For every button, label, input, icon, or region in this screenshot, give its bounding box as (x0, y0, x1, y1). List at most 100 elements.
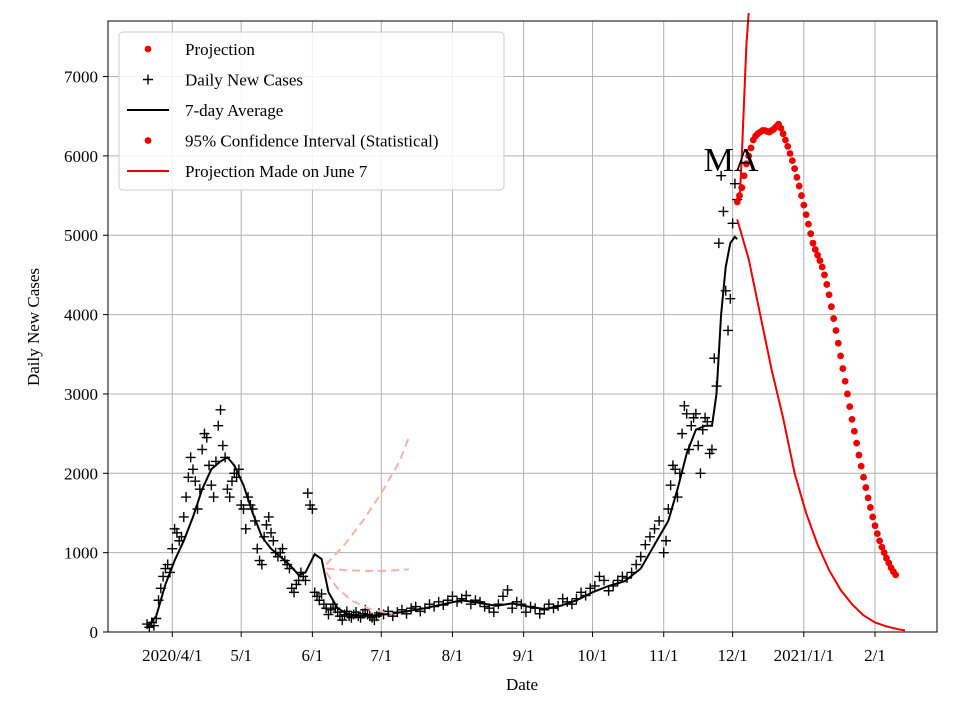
data-point-projection (834, 339, 842, 347)
data-point-case (686, 420, 697, 431)
legend-marker-dot (144, 137, 152, 144)
legend-marker-plus (143, 74, 153, 85)
data-point-case (713, 238, 724, 249)
data-point-projection (841, 377, 849, 385)
data-point-case (585, 583, 596, 594)
series-line (736, 219, 906, 632)
x-tick-label: 11/1 (649, 646, 679, 665)
data-point-case (695, 468, 706, 479)
legend-item: 7-day Average (127, 101, 283, 120)
data-point-projection (782, 136, 789, 144)
legend-box (118, 31, 505, 191)
data-point-case (148, 620, 159, 631)
data-point-projection (880, 549, 888, 557)
data-point-case (197, 444, 208, 455)
data-point-projection (839, 365, 847, 372)
series-group (738, 120, 900, 579)
data-point-case (725, 293, 736, 304)
data-point-projection (800, 201, 808, 209)
confidence-projection-line (326, 567, 409, 572)
data-point-case (461, 590, 472, 601)
data-point-projection (878, 543, 886, 551)
data-point-projection (848, 415, 856, 423)
data-point-projection (805, 220, 812, 228)
data-point-projection (798, 192, 805, 199)
data-point-projection (857, 462, 865, 470)
x-axis-label: Date (506, 675, 538, 694)
data-point-case (268, 535, 279, 546)
data-point-projection (869, 513, 877, 521)
data-point-case (367, 612, 378, 623)
data-point-projection (807, 230, 815, 238)
x-tick-label: 2021/1/1 (774, 646, 834, 665)
x-tick-label: 2/1 (864, 646, 886, 665)
data-point-case (718, 206, 729, 217)
data-point-case (373, 607, 384, 618)
data-point-case (589, 580, 600, 591)
data-point-case (178, 511, 189, 522)
data-point-projection (788, 157, 796, 165)
data-point-case (635, 551, 646, 562)
data-point-projection (823, 281, 831, 288)
data-point-case (224, 492, 235, 503)
confidence-projection-line (325, 437, 410, 566)
data-point-case (644, 531, 655, 542)
confidence-projection-line (325, 571, 393, 615)
data-point-projection (816, 257, 824, 265)
data-point-projection (742, 160, 750, 168)
x-tick-label: 9/1 (513, 646, 535, 665)
data-point-case (507, 603, 518, 614)
x-tick-label: 12/1 (718, 646, 748, 665)
x-tick-label: 8/1 (442, 646, 464, 665)
data-point-case (677, 428, 688, 439)
data-point-projection (855, 451, 863, 459)
data-point-case (240, 523, 251, 534)
data-point-case (654, 515, 665, 526)
data-point-case (307, 504, 318, 515)
data-point-case (649, 523, 660, 534)
data-point-projection (825, 291, 833, 299)
data-point-projection (862, 484, 870, 491)
data-point-projection (867, 504, 874, 511)
data-point-projection (795, 182, 803, 190)
data-point-case (681, 408, 692, 419)
series-group (146, 235, 738, 628)
data-point-case (729, 178, 740, 189)
legend-item: Daily New Cases (143, 71, 303, 90)
series-group (736, 13, 906, 632)
chart-annotation: MA (704, 142, 759, 179)
data-point-case (256, 559, 267, 570)
data-point-case (520, 607, 531, 618)
plot-frame (107, 20, 938, 633)
data-point-case (187, 464, 198, 475)
data-point-case (162, 559, 173, 570)
data-point-case (640, 539, 651, 550)
data-point-projection (791, 165, 799, 172)
data-point-case (201, 432, 212, 443)
data-point-case (215, 404, 226, 415)
y-axis-ticks: 0 1000 2000 3000 4000 5000 6000 7000 (64, 68, 108, 642)
x-tick-label: 5/1 (230, 646, 252, 665)
data-point-case (213, 420, 224, 431)
data-point-case (289, 587, 300, 598)
data-point-case (617, 571, 628, 582)
data-point-projection (827, 303, 835, 311)
x-tick-label: 7/1 (370, 646, 392, 665)
y-tick-label: 2000 (64, 464, 98, 483)
data-point-case (185, 452, 196, 463)
x-tick-label: 6/1 (302, 646, 324, 665)
data-point-projection (832, 327, 840, 334)
data-point-projection (892, 571, 900, 579)
legend-label: 95% Confidence Interval (Statistical) (185, 132, 439, 151)
legend-item: Projection (144, 40, 255, 59)
series-line (146, 235, 738, 628)
data-point-projection (811, 246, 819, 253)
data-point-case (183, 472, 194, 483)
data-point-case (252, 543, 263, 554)
x-tick-label: 10/1 (577, 646, 607, 665)
data-point-case (300, 575, 311, 586)
data-point-projection (747, 144, 755, 152)
data-point-case (323, 609, 334, 620)
data-point-projection (821, 271, 828, 279)
data-point-case (502, 584, 513, 595)
